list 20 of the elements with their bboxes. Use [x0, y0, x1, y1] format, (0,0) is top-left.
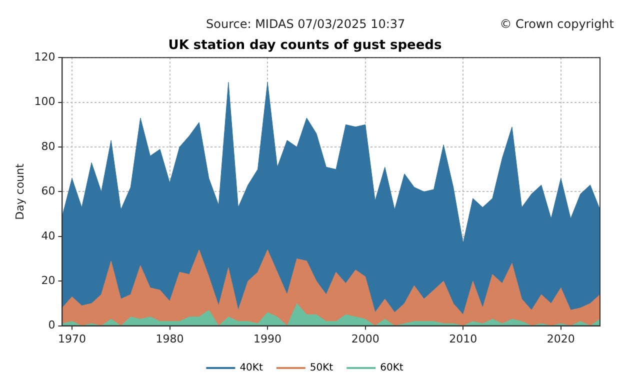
- y-tick-label: 60: [41, 184, 56, 198]
- source-note: Source: MIDAS 07/03/2025 10:37: [206, 17, 406, 31]
- y-tick-label: 40: [41, 229, 56, 242]
- chart-title: UK station day counts of gust speeds: [168, 38, 442, 54]
- x-tick-label: 2020: [546, 332, 575, 346]
- y-tick-label: 100: [34, 95, 56, 108]
- y-tick-label: 120: [34, 50, 56, 64]
- x-tick-label: 2000: [351, 332, 380, 346]
- y-axis-title: Day count: [13, 162, 26, 220]
- y-tick-label: 20: [41, 274, 56, 287]
- x-tick-label: 1980: [156, 332, 184, 346]
- legend-label: 60Kt: [380, 362, 404, 374]
- text: © Crown copyright: [500, 17, 614, 31]
- legend-label: 40Kt: [240, 362, 263, 374]
- x-tick-label: 1990: [254, 332, 282, 346]
- x-tick-label: 1970: [58, 332, 86, 346]
- x-tick-label: 2010: [449, 332, 478, 346]
- y-tick-label: 80: [41, 140, 56, 153]
- y-tick-label: 0: [48, 318, 56, 332]
- legend-label: 50Kt: [310, 362, 334, 374]
